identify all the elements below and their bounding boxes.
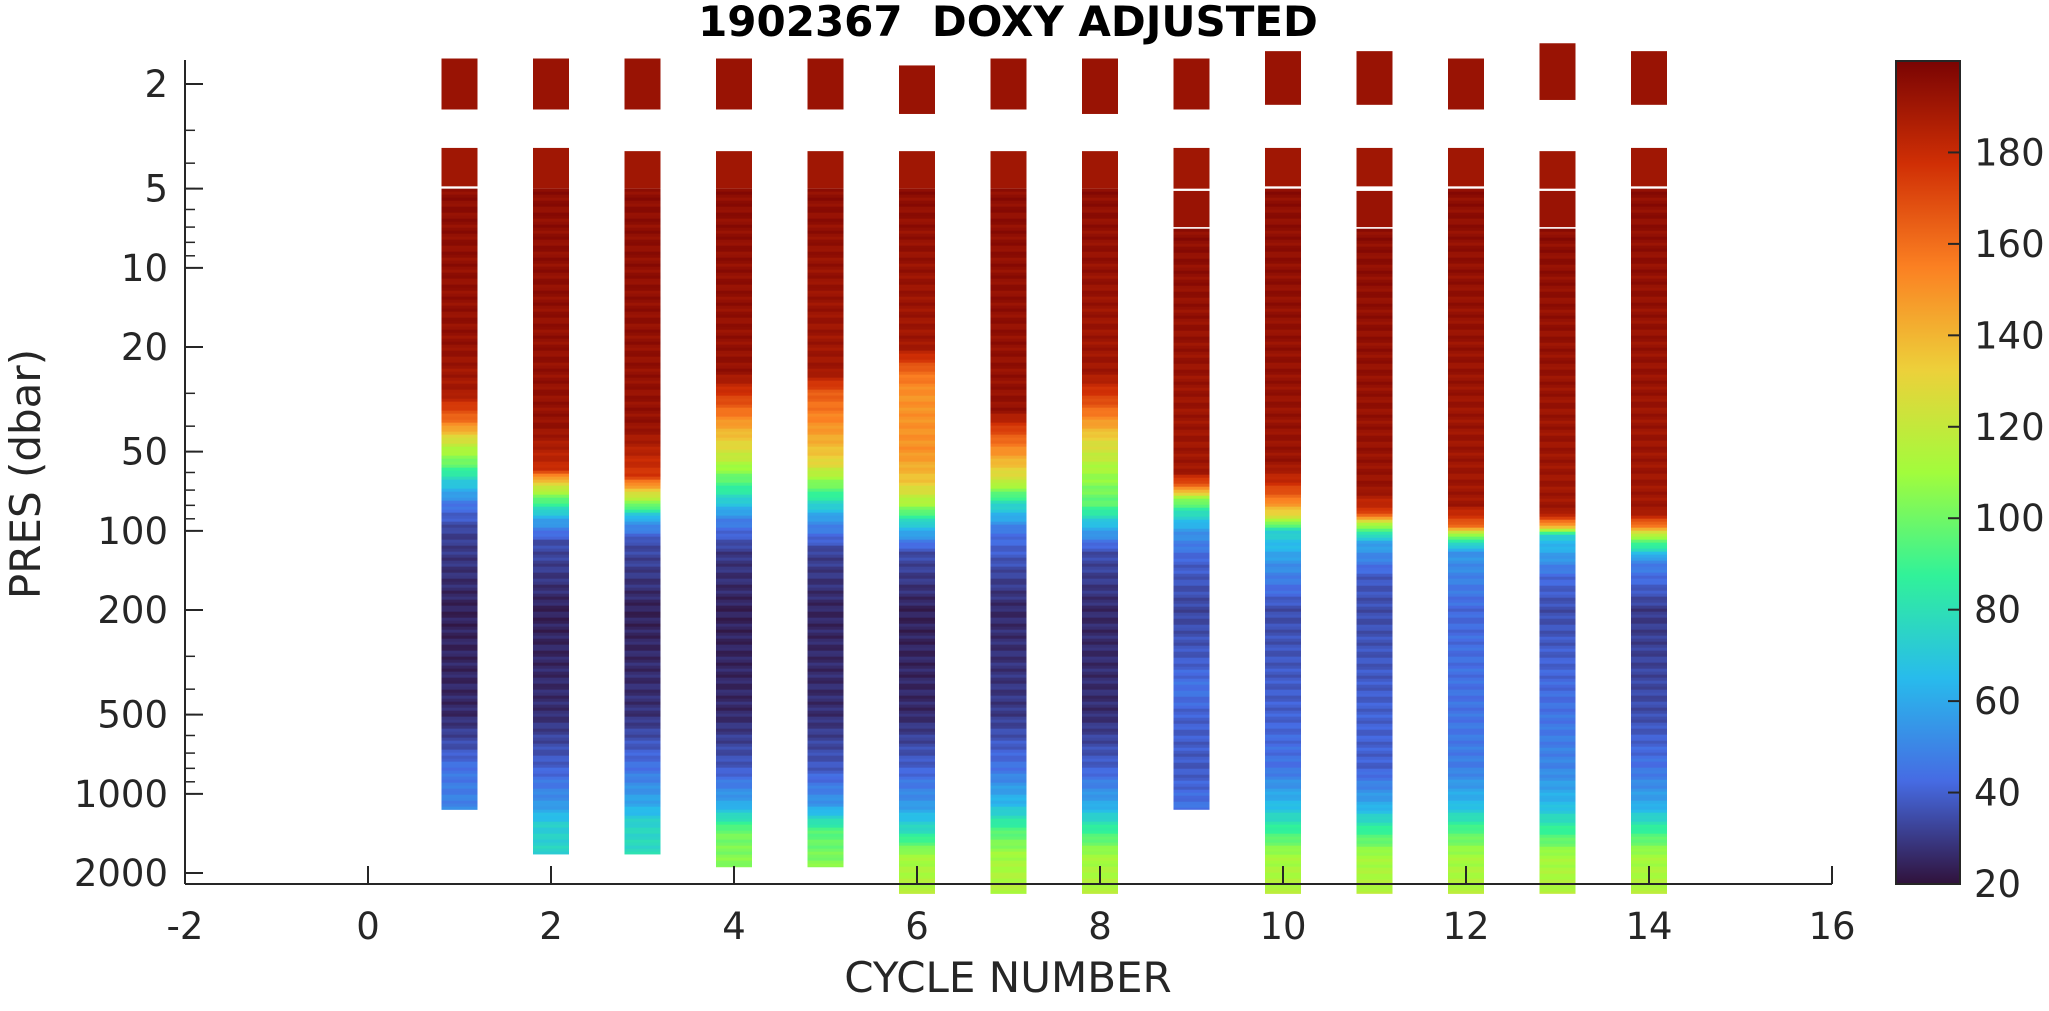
x-tick-label: 8 [1088, 905, 1112, 948]
surface-sample-9-2 [1174, 148, 1210, 189]
colorbar-tick-label: 180 [1974, 131, 2045, 174]
profile-cycle-10 [1265, 51, 1301, 894]
profile-cycle-7 [991, 59, 1027, 894]
surface-sample-9-1 [1174, 59, 1210, 110]
profile-cell [1631, 891, 1667, 894]
colorbar-tick-label: 140 [1974, 314, 2045, 357]
profile-cell [1448, 891, 1484, 894]
x-tick-label: 10 [1259, 905, 1306, 948]
profile-cycle-11 [1357, 51, 1393, 894]
surface-sample-2-1 [533, 59, 569, 110]
x-tick-label: 16 [1808, 905, 1855, 948]
profile-cell [991, 891, 1027, 894]
colorbar: 20 40 60 80 100 120 140 160 180 [1896, 61, 2045, 906]
axes: -2 0 2 4 6 8 10 12 14 16 2 5 10 20 50 100 200 500 1000 2000 [74, 60, 1856, 948]
profile-cycle-12 [1448, 59, 1484, 894]
profile-cell [1357, 892, 1393, 894]
y-tick-label: 200 [97, 589, 168, 632]
colorbar-tick-label: 60 [1974, 680, 2021, 723]
colorbar-tick-label: 100 [1974, 497, 2045, 540]
x-axis-label: CYCLE NUMBER [844, 953, 1172, 1002]
surface-sample-6-1 [899, 65, 935, 114]
colorbar-tick-label: 20 [1974, 863, 2021, 906]
y-tick-label: 100 [97, 510, 168, 553]
profile-cycle-6 [899, 65, 935, 893]
x-tick-label: 14 [1625, 905, 1672, 948]
surface-sample-10-1 [1265, 51, 1301, 105]
x-tick-label: 0 [356, 905, 380, 948]
y-tick-label: 20 [121, 326, 168, 369]
surface-sample-3-1 [625, 59, 661, 110]
profile-cycle-2 [533, 59, 569, 855]
surface-sample-4-1 [716, 59, 752, 110]
profile-cell [1540, 892, 1576, 894]
profile-cell [1082, 891, 1118, 894]
profile-cycle-13 [1540, 43, 1576, 894]
surface-sample-6-2 [899, 151, 935, 189]
profile-cell [808, 864, 844, 867]
surface-sample-8-1 [1082, 59, 1118, 114]
surface-sample-7-1 [991, 59, 1027, 110]
surface-sample-13-2 [1540, 151, 1576, 189]
surface-sample-14-2 [1631, 148, 1667, 186]
y-tick-label: 5 [144, 168, 168, 211]
profile-cycle-3 [625, 59, 661, 855]
profile-cell [899, 891, 935, 894]
profile-cycle-8 [1082, 59, 1118, 894]
y-tick-label: 50 [121, 431, 168, 474]
y-tick-label: 500 [97, 694, 168, 737]
profile-cell [533, 852, 569, 855]
surface-sample-11-3 [1357, 191, 1393, 227]
chart-title: 1902367 DOXY ADJUSTED [698, 0, 1318, 46]
profile-bars [442, 43, 1668, 894]
surface-sample-1-2 [442, 148, 478, 186]
colorbar-tick-label: 80 [1974, 589, 2021, 632]
surface-sample-13-1 [1540, 43, 1576, 100]
surface-sample-4-2 [716, 151, 752, 189]
x-tick-label: 4 [722, 905, 746, 948]
profile-cell [1174, 808, 1210, 810]
colorbar-tick-label: 160 [1974, 223, 2045, 266]
surface-sample-1-1 [442, 59, 478, 110]
surface-sample-11-1 [1357, 51, 1393, 105]
surface-sample-11-2 [1357, 148, 1393, 186]
surface-sample-5-1 [808, 59, 844, 110]
colorbar-tick-label: 120 [1974, 406, 2045, 449]
profile-cycle-4 [716, 59, 752, 868]
x-tick-label: 12 [1442, 905, 1489, 948]
profile-cell [442, 807, 478, 810]
profile-cycle-5 [808, 59, 844, 868]
surface-sample-9-3 [1174, 191, 1210, 227]
surface-sample-12-1 [1448, 59, 1484, 110]
y-tick-label: 1000 [74, 773, 168, 816]
surface-sample-3-2 [625, 151, 661, 189]
y-tick-label: 2 [144, 63, 168, 106]
y-tick-label: 10 [121, 247, 168, 290]
x-tick-label: 6 [905, 905, 929, 948]
colorbar-gradient [1896, 61, 1960, 884]
surface-sample-13-3 [1540, 191, 1576, 227]
colorbar-tick-label: 40 [1974, 772, 2021, 815]
surface-sample-7-2 [991, 151, 1027, 189]
profile-cycle-14 [1631, 51, 1667, 894]
x-tick-label: 2 [539, 905, 563, 948]
surface-sample-5-2 [808, 151, 844, 189]
y-tick-label: 2000 [74, 852, 168, 895]
surface-sample-14-1 [1631, 51, 1667, 105]
surface-sample-8-2 [1082, 151, 1118, 189]
surface-sample-2-2 [533, 148, 569, 189]
surface-sample-10-2 [1265, 148, 1301, 186]
profile-cell [1265, 891, 1301, 894]
profile-cycle-1 [442, 59, 478, 810]
y-axis-label: PRES (dbar) [1, 349, 50, 599]
x-tick-label: -2 [167, 905, 204, 948]
profile-cell [625, 852, 661, 855]
profile-cycle-9 [1174, 59, 1210, 810]
surface-sample-12-2 [1448, 148, 1484, 186]
